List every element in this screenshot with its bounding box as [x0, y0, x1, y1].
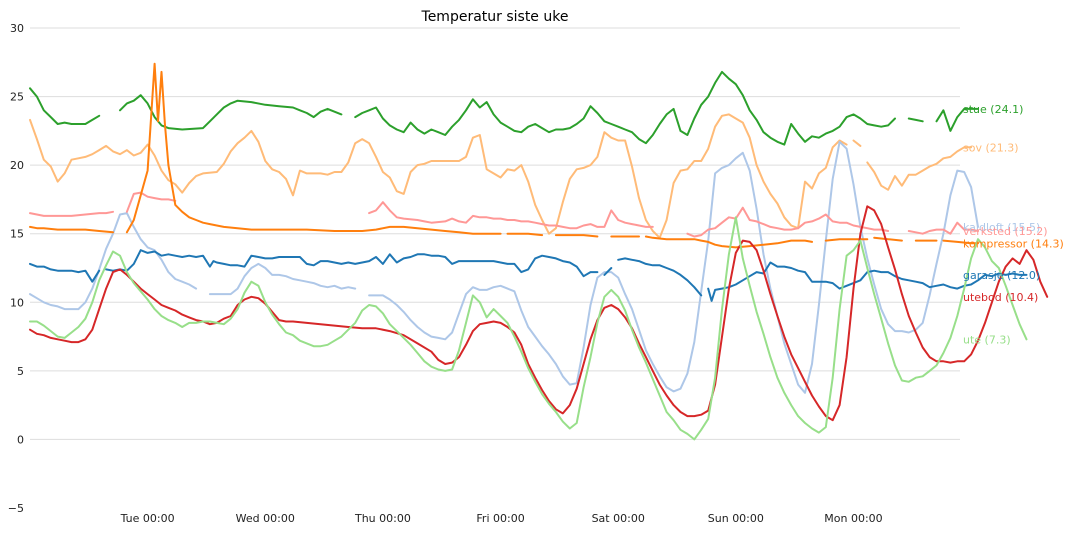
y-tick-label: 5 — [17, 365, 24, 378]
x-tick-label: Mon 00:00 — [824, 512, 882, 525]
legend-label-stue: stue (24.1) — [963, 103, 1023, 116]
y-tick-label: 0 — [17, 433, 24, 446]
series-lines — [29, 62, 1049, 441]
y-tick-label: 15 — [10, 228, 24, 241]
series-line-ute — [29, 216, 1028, 441]
x-tick-label: Sat 00:00 — [592, 512, 645, 525]
series-line-stue — [29, 70, 979, 146]
x-tick-label: Wed 00:00 — [236, 512, 295, 525]
chart-title: Temperatur siste uke — [421, 9, 569, 25]
y-tick-label: 30 — [10, 22, 24, 35]
series-line-utebod — [29, 205, 1049, 422]
y-axis-ticks: −5 0 5 10 15 20 25 30 — [8, 22, 24, 515]
y-tick-label: 20 — [10, 159, 24, 172]
y-tick-label: 25 — [10, 91, 24, 104]
legend-label-garasje: garasje (12.0) — [963, 269, 1040, 282]
y-tick-label: 10 — [10, 296, 24, 309]
x-axis-ticks: Tue 00:00 Wed 00:00 Thu 00:00 Fri 00:00 Sat … — [120, 512, 883, 525]
series-line-verksted — [29, 191, 979, 238]
legend: stue (24.1) sov (21.3) kaldloft (15.5)verk… — [963, 103, 1064, 346]
series-line-sov — [29, 113, 973, 239]
series-line-kompressor — [29, 62, 979, 249]
x-tick-label: Tue 00:00 — [120, 512, 175, 525]
x-tick-label: Sun 00:00 — [708, 512, 764, 525]
legend-label-kaldloft: kaldloft (15.5) — [963, 221, 1040, 234]
x-tick-label: Fri 00:00 — [476, 512, 524, 525]
x-tick-label: Thu 00:00 — [354, 512, 411, 525]
legend-label-verksted: verksted (15.2) — [963, 225, 1048, 238]
series-line-garasje — [29, 249, 1028, 302]
legend-label-ute: ute (7.3) — [963, 333, 1011, 346]
y-tick-label: −5 — [8, 502, 24, 515]
legend-label-sov: sov (21.3) — [963, 141, 1019, 154]
series-line-kaldloft — [29, 140, 979, 394]
grid-lines — [30, 27, 960, 440]
legend-label-utebod: utebod (10.4) — [963, 291, 1038, 304]
legend-label-kompressor: kompressor (14.3) — [963, 237, 1064, 250]
